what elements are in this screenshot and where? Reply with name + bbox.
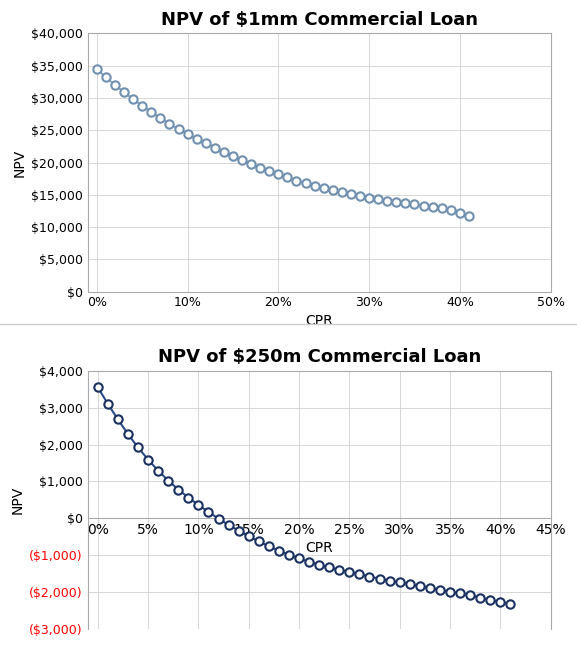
Y-axis label: NPV: NPV <box>11 486 25 514</box>
X-axis label: CPR: CPR <box>305 314 333 328</box>
Title: NPV of $1mm Commercial Loan: NPV of $1mm Commercial Loan <box>160 11 478 29</box>
Y-axis label: NPV: NPV <box>13 148 27 177</box>
Title: NPV of $250m Commercial Loan: NPV of $250m Commercial Loan <box>158 349 481 366</box>
X-axis label: CPR: CPR <box>305 541 333 555</box>
